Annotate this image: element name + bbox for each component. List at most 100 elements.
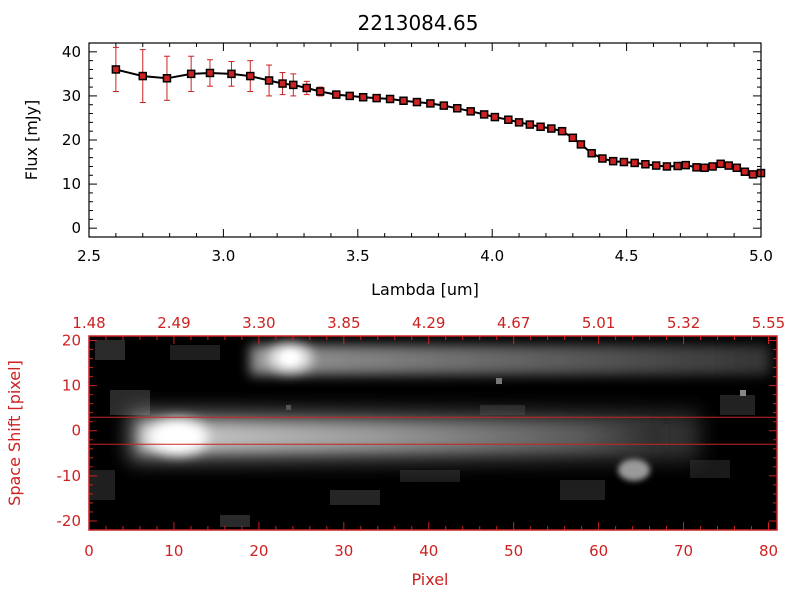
bottom-y-tick-label: 10 bbox=[62, 377, 81, 395]
faint-source bbox=[618, 459, 650, 481]
top-y-tick-labels: 0 10 20 30 40 bbox=[62, 43, 81, 237]
y-tick-label: 30 bbox=[62, 87, 81, 105]
y-tick-label: 10 bbox=[62, 175, 81, 193]
data-point bbox=[608, 156, 618, 166]
wavelength-label: 4.29 bbox=[412, 314, 445, 332]
bottom-x-tick-label: 40 bbox=[419, 542, 438, 560]
data-point bbox=[302, 83, 311, 93]
data-point bbox=[278, 79, 287, 88]
data-point bbox=[289, 80, 298, 90]
data-point bbox=[700, 163, 709, 173]
data-point bbox=[557, 126, 567, 136]
bottom-x-tick-label: 10 bbox=[164, 542, 183, 560]
data-point bbox=[740, 167, 750, 176]
data-point bbox=[246, 71, 255, 81]
y-tick-label: 40 bbox=[62, 43, 81, 61]
extraction-window-lines bbox=[89, 416, 777, 445]
wavelength-label: 4.67 bbox=[497, 314, 530, 332]
x-tick-label: 3.0 bbox=[211, 247, 235, 265]
wavelength-axis-labels: 1.48 2.49 3.30 3.85 4.29 4.67 5.01 5.32 5.55 bbox=[72, 314, 785, 332]
data-point bbox=[111, 65, 121, 74]
bottom-y-tick-labels: -20 -10 0 10 20 bbox=[57, 332, 82, 530]
bottom-y-tick-label: 20 bbox=[62, 332, 81, 350]
spectrum-series bbox=[111, 46, 766, 179]
data-point bbox=[724, 161, 733, 170]
wavelength-label: 1.48 bbox=[72, 314, 105, 332]
y-axis-label: Flux [mJy] bbox=[22, 100, 41, 181]
data-point bbox=[315, 87, 325, 96]
data-point bbox=[453, 104, 462, 113]
main-trace bbox=[130, 412, 700, 460]
data-point bbox=[525, 120, 535, 129]
x-tick-label: 2.5 bbox=[77, 247, 101, 265]
spectrum-image bbox=[89, 336, 777, 530]
wavelength-label: 3.85 bbox=[327, 314, 360, 332]
x-tick-label: 3.5 bbox=[346, 247, 370, 265]
data-point bbox=[692, 163, 701, 172]
wavelength-label: 5.32 bbox=[667, 314, 700, 332]
data-point bbox=[479, 110, 489, 119]
data-point bbox=[412, 97, 422, 107]
data-point bbox=[568, 133, 578, 143]
bottom-x-tick-label: 20 bbox=[249, 542, 268, 560]
wavelength-label: 5.55 bbox=[752, 314, 785, 332]
data-point bbox=[162, 74, 172, 83]
bottom-panel-ticks bbox=[88, 336, 777, 530]
data-point bbox=[641, 160, 650, 169]
data-point bbox=[345, 91, 354, 101]
data-point bbox=[681, 160, 690, 170]
data-point bbox=[630, 158, 639, 168]
data-point bbox=[227, 69, 236, 79]
data-point bbox=[651, 161, 661, 170]
data-point bbox=[138, 71, 148, 81]
data-point bbox=[598, 154, 607, 163]
data-point bbox=[490, 112, 500, 122]
data-point bbox=[673, 161, 682, 171]
data-point bbox=[536, 122, 545, 132]
bottom-x-axis-label: Pixel bbox=[411, 570, 448, 589]
data-point bbox=[372, 93, 381, 103]
bottom-x-tick-label: 50 bbox=[504, 542, 523, 560]
y-tick-label: 0 bbox=[71, 219, 81, 237]
data-point bbox=[264, 76, 274, 85]
data-point bbox=[332, 90, 341, 99]
data-point bbox=[504, 115, 513, 124]
bottom-y-axis-label: Space Shift [pixel] bbox=[5, 360, 24, 506]
data-point bbox=[514, 118, 524, 127]
spectrum-line bbox=[115, 68, 762, 176]
data-point bbox=[426, 99, 435, 108]
x-axis-label: Lambda [um] bbox=[371, 280, 479, 299]
data-point bbox=[439, 101, 449, 110]
data-point bbox=[385, 94, 395, 104]
x-tick-label: 4.0 bbox=[480, 247, 504, 265]
data-point bbox=[748, 170, 758, 179]
chart-title: 2213084.65 bbox=[358, 11, 479, 35]
wavelength-label: 2.49 bbox=[157, 314, 190, 332]
bottom-x-tick-label: 0 bbox=[84, 542, 94, 560]
data-point bbox=[576, 140, 586, 149]
bottom-x-tick-label: 30 bbox=[334, 542, 353, 560]
data-point bbox=[732, 163, 742, 173]
data-point bbox=[205, 68, 215, 78]
wavelength-label: 3.30 bbox=[242, 314, 275, 332]
background-noise bbox=[90, 340, 755, 527]
bottom-panel-frame bbox=[88, 335, 778, 531]
bottom-x-tick-labels: 0 10 20 30 40 50 60 70 80 bbox=[84, 542, 778, 560]
data-point bbox=[186, 69, 196, 79]
bottom-y-tick-label: 0 bbox=[71, 422, 81, 440]
data-point bbox=[716, 159, 725, 169]
bottom-x-tick-label: 60 bbox=[589, 542, 608, 560]
data-point bbox=[547, 124, 556, 133]
x-tick-label: 5.0 bbox=[749, 247, 773, 265]
data-point bbox=[708, 162, 717, 171]
top-panel-frame bbox=[88, 42, 762, 238]
data-point bbox=[399, 96, 408, 106]
upper-trace bbox=[250, 344, 770, 375]
x-tick-label: 4.5 bbox=[615, 247, 639, 265]
bottom-y-tick-label: -20 bbox=[57, 512, 82, 530]
wavelength-label: 5.01 bbox=[582, 314, 615, 332]
bottom-y-tick-label: -10 bbox=[57, 467, 82, 485]
bottom-x-tick-label: 70 bbox=[674, 542, 693, 560]
data-point bbox=[466, 107, 475, 116]
